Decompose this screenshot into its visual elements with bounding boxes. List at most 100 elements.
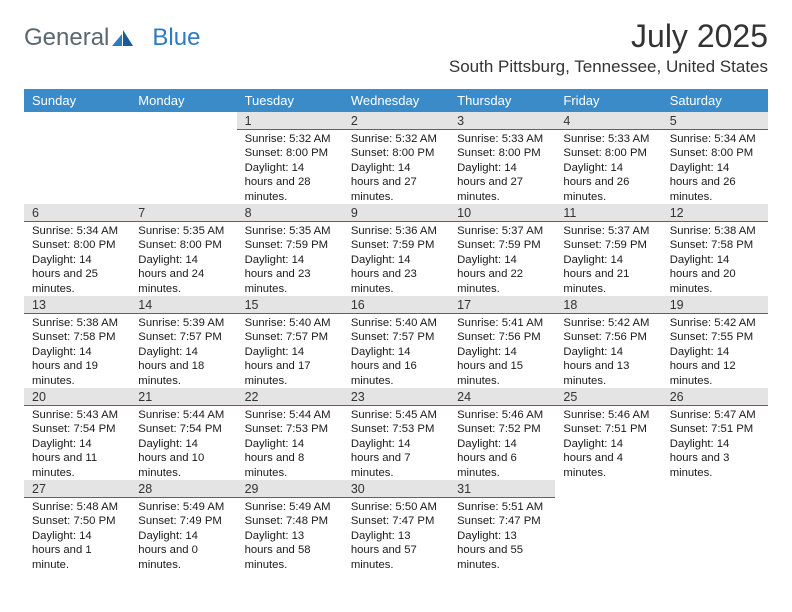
day-details: Sunrise: 5:36 AMSunset: 7:59 PMDaylight:… xyxy=(343,222,449,300)
daylight-text: Daylight: 14 hours and 26 minutes. xyxy=(670,161,760,204)
daylight-text: Daylight: 14 hours and 12 minutes. xyxy=(670,345,760,388)
sunrise-text: Sunrise: 5:51 AM xyxy=(457,500,547,514)
day-number: 21 xyxy=(130,388,236,406)
sunset-text: Sunset: 7:50 PM xyxy=(32,514,122,528)
day-number: 30 xyxy=(343,480,449,498)
day-number: 19 xyxy=(662,296,768,314)
daylight-text: Daylight: 14 hours and 8 minutes. xyxy=(245,437,335,480)
sunset-text: Sunset: 7:49 PM xyxy=(138,514,228,528)
day-number: 23 xyxy=(343,388,449,406)
sunrise-text: Sunrise: 5:32 AM xyxy=(245,132,335,146)
sunset-text: Sunset: 7:48 PM xyxy=(245,514,335,528)
day-details: Sunrise: 5:51 AMSunset: 7:47 PMDaylight:… xyxy=(449,498,555,576)
day-number: 13 xyxy=(24,296,130,314)
weekday-header: Wednesday xyxy=(343,89,449,112)
calendar-cell: 1Sunrise: 5:32 AMSunset: 8:00 PMDaylight… xyxy=(237,112,343,204)
day-number: 5 xyxy=(662,112,768,130)
day-details: Sunrise: 5:33 AMSunset: 8:00 PMDaylight:… xyxy=(449,130,555,208)
calendar-cell: 2Sunrise: 5:32 AMSunset: 8:00 PMDaylight… xyxy=(343,112,449,204)
day-details: Sunrise: 5:47 AMSunset: 7:51 PMDaylight:… xyxy=(662,406,768,484)
calendar-cell: 17Sunrise: 5:41 AMSunset: 7:56 PMDayligh… xyxy=(449,296,555,388)
day-number: 14 xyxy=(130,296,236,314)
daylight-text: Daylight: 14 hours and 19 minutes. xyxy=(32,345,122,388)
day-details: Sunrise: 5:43 AMSunset: 7:54 PMDaylight:… xyxy=(24,406,130,484)
sunrise-text: Sunrise: 5:38 AM xyxy=(32,316,122,330)
sunset-text: Sunset: 7:59 PM xyxy=(457,238,547,252)
day-details: Sunrise: 5:46 AMSunset: 7:51 PMDaylight:… xyxy=(555,406,661,484)
day-details: Sunrise: 5:50 AMSunset: 7:47 PMDaylight:… xyxy=(343,498,449,576)
calendar-week-row: 27Sunrise: 5:48 AMSunset: 7:50 PMDayligh… xyxy=(24,480,768,572)
sunrise-text: Sunrise: 5:45 AM xyxy=(351,408,441,422)
day-number: 2 xyxy=(343,112,449,130)
sunrise-text: Sunrise: 5:34 AM xyxy=(32,224,122,238)
day-details: Sunrise: 5:44 AMSunset: 7:53 PMDaylight:… xyxy=(237,406,343,484)
day-number: 28 xyxy=(130,480,236,498)
daylight-text: Daylight: 13 hours and 58 minutes. xyxy=(245,529,335,572)
day-number: 8 xyxy=(237,204,343,222)
daylight-text: Daylight: 14 hours and 6 minutes. xyxy=(457,437,547,480)
sunset-text: Sunset: 7:57 PM xyxy=(351,330,441,344)
calendar-cell: 23Sunrise: 5:45 AMSunset: 7:53 PMDayligh… xyxy=(343,388,449,480)
sunset-text: Sunset: 7:57 PM xyxy=(245,330,335,344)
sunset-text: Sunset: 7:58 PM xyxy=(32,330,122,344)
daylight-text: Daylight: 14 hours and 25 minutes. xyxy=(32,253,122,296)
calendar-cell: 8Sunrise: 5:35 AMSunset: 7:59 PMDaylight… xyxy=(237,204,343,296)
day-number: 24 xyxy=(449,388,555,406)
day-number: 20 xyxy=(24,388,130,406)
daylight-text: Daylight: 14 hours and 21 minutes. xyxy=(563,253,653,296)
day-number: 18 xyxy=(555,296,661,314)
calendar-cell: 31Sunrise: 5:51 AMSunset: 7:47 PMDayligh… xyxy=(449,480,555,572)
sunrise-text: Sunrise: 5:47 AM xyxy=(670,408,760,422)
day-details: Sunrise: 5:37 AMSunset: 7:59 PMDaylight:… xyxy=(449,222,555,300)
day-details: Sunrise: 5:45 AMSunset: 7:53 PMDaylight:… xyxy=(343,406,449,484)
calendar-cell: 5 Sunrise: 5:34 AMSunset: 8:00 PMDaylight… xyxy=(662,112,768,204)
calendar-body: 1Sunrise: 5:32 AMSunset: 8:00 PMDaylight… xyxy=(24,112,768,572)
calendar-cell: 18Sunrise: 5:42 AMSunset: 7:56 PMDayligh… xyxy=(555,296,661,388)
day-number: 10 xyxy=(449,204,555,222)
day-number: 22 xyxy=(237,388,343,406)
sunrise-text: Sunrise: 5:34 AM xyxy=(670,132,760,146)
calendar-cell: 25Sunrise: 5:46 AMSunset: 7:51 PMDayligh… xyxy=(555,388,661,480)
day-details: Sunrise: 5:46 AMSunset: 7:52 PMDaylight:… xyxy=(449,406,555,484)
day-number: 12 xyxy=(662,204,768,222)
sunrise-text: Sunrise: 5:44 AM xyxy=(245,408,335,422)
day-details: Sunrise: 5:42 AMSunset: 7:56 PMDaylight:… xyxy=(555,314,661,392)
day-number: 6 xyxy=(24,204,130,222)
calendar-week-row: 6Sunrise: 5:34 AMSunset: 8:00 PMDaylight… xyxy=(24,204,768,296)
sunset-text: Sunset: 7:54 PM xyxy=(32,422,122,436)
day-details: Sunrise: 5:39 AMSunset: 7:57 PMDaylight:… xyxy=(130,314,236,392)
sunrise-text: Sunrise: 5:42 AM xyxy=(563,316,653,330)
weekday-header: Sunday xyxy=(24,89,130,112)
day-number: 9 xyxy=(343,204,449,222)
day-details: Sunrise: 5:40 AMSunset: 7:57 PMDaylight:… xyxy=(343,314,449,392)
calendar-cell: 30Sunrise: 5:50 AMSunset: 7:47 PMDayligh… xyxy=(343,480,449,572)
sunrise-text: Sunrise: 5:37 AM xyxy=(457,224,547,238)
sunrise-text: Sunrise: 5:37 AM xyxy=(563,224,653,238)
daylight-text: Daylight: 14 hours and 16 minutes. xyxy=(351,345,441,388)
calendar-cell: 14Sunrise: 5:39 AMSunset: 7:57 PMDayligh… xyxy=(130,296,236,388)
sunset-text: Sunset: 8:00 PM xyxy=(457,146,547,160)
sunrise-text: Sunrise: 5:49 AM xyxy=(245,500,335,514)
daylight-text: Daylight: 14 hours and 28 minutes. xyxy=(245,161,335,204)
calendar-week-row: 20Sunrise: 5:43 AMSunset: 7:54 PMDayligh… xyxy=(24,388,768,480)
sunrise-text: Sunrise: 5:48 AM xyxy=(32,500,122,514)
weekday-header-row: SundayMondayTuesdayWednesdayThursdayFrid… xyxy=(24,89,768,112)
day-details: Sunrise: 5:38 AMSunset: 7:58 PMDaylight:… xyxy=(24,314,130,392)
day-details: Sunrise: 5:40 AMSunset: 7:57 PMDaylight:… xyxy=(237,314,343,392)
sunrise-text: Sunrise: 5:49 AM xyxy=(138,500,228,514)
day-details: Sunrise: 5:37 AMSunset: 7:59 PMDaylight:… xyxy=(555,222,661,300)
sunset-text: Sunset: 7:59 PM xyxy=(351,238,441,252)
sunset-text: Sunset: 7:59 PM xyxy=(245,238,335,252)
sunset-text: Sunset: 7:57 PM xyxy=(138,330,228,344)
logo-sail-icon xyxy=(112,26,134,54)
weekday-header: Monday xyxy=(130,89,236,112)
sunset-text: Sunset: 7:51 PM xyxy=(670,422,760,436)
location: South Pittsburg, Tennessee, United State… xyxy=(449,57,768,77)
daylight-text: Daylight: 14 hours and 20 minutes. xyxy=(670,253,760,296)
daylight-text: Daylight: 13 hours and 57 minutes. xyxy=(351,529,441,572)
sunset-text: Sunset: 8:00 PM xyxy=(670,146,760,160)
header: General Blue July 2025 South Pittsburg, … xyxy=(24,18,768,85)
daylight-text: Daylight: 14 hours and 27 minutes. xyxy=(351,161,441,204)
sunrise-text: Sunrise: 5:32 AM xyxy=(351,132,441,146)
calendar-table: SundayMondayTuesdayWednesdayThursdayFrid… xyxy=(24,89,768,572)
